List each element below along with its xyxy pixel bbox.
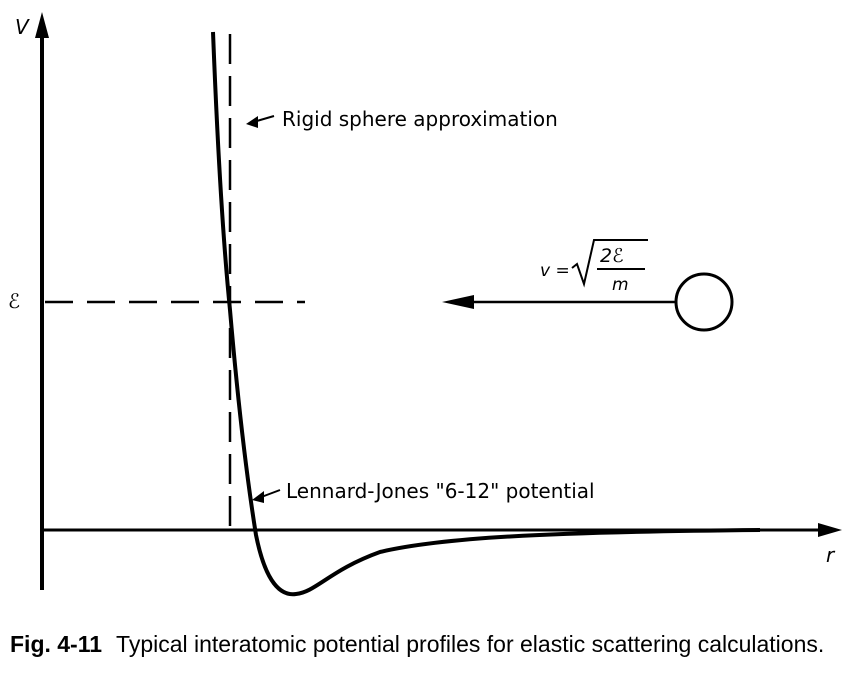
figure-caption: Fig. 4-11 Typical interatomic potential p… — [10, 628, 860, 660]
lennard-jones-label: Lennard-Jones "6-12" potential — [286, 479, 595, 503]
y-axis — [35, 12, 49, 590]
lennard-jones-pointer — [252, 489, 281, 503]
rigid-sphere-pointer — [246, 115, 275, 128]
velocity-lhs: v = — [540, 261, 570, 281]
velocity-denominator: m — [612, 275, 629, 295]
x-axis-label: r — [826, 543, 836, 567]
velocity-formula: v = 2ℰ m — [540, 239, 648, 295]
potential-diagram: V r ℰ Rigid sphere approximation Lennard… — [8, 12, 842, 597]
particle-circle — [674, 272, 734, 332]
figure-number: Fig. 4-11 — [10, 631, 103, 657]
incoming-arrow — [442, 295, 676, 309]
caption-text: Typical interatomic potential profiles f… — [116, 631, 825, 657]
velocity-numerator: 2ℰ — [600, 245, 624, 267]
energy-label: ℰ — [8, 289, 20, 313]
lennard-jones-curve — [211, 31, 761, 597]
y-axis-label: V — [15, 15, 30, 39]
sqrt-sign — [571, 239, 648, 288]
rigid-sphere-label: Rigid sphere approximation — [282, 107, 558, 131]
